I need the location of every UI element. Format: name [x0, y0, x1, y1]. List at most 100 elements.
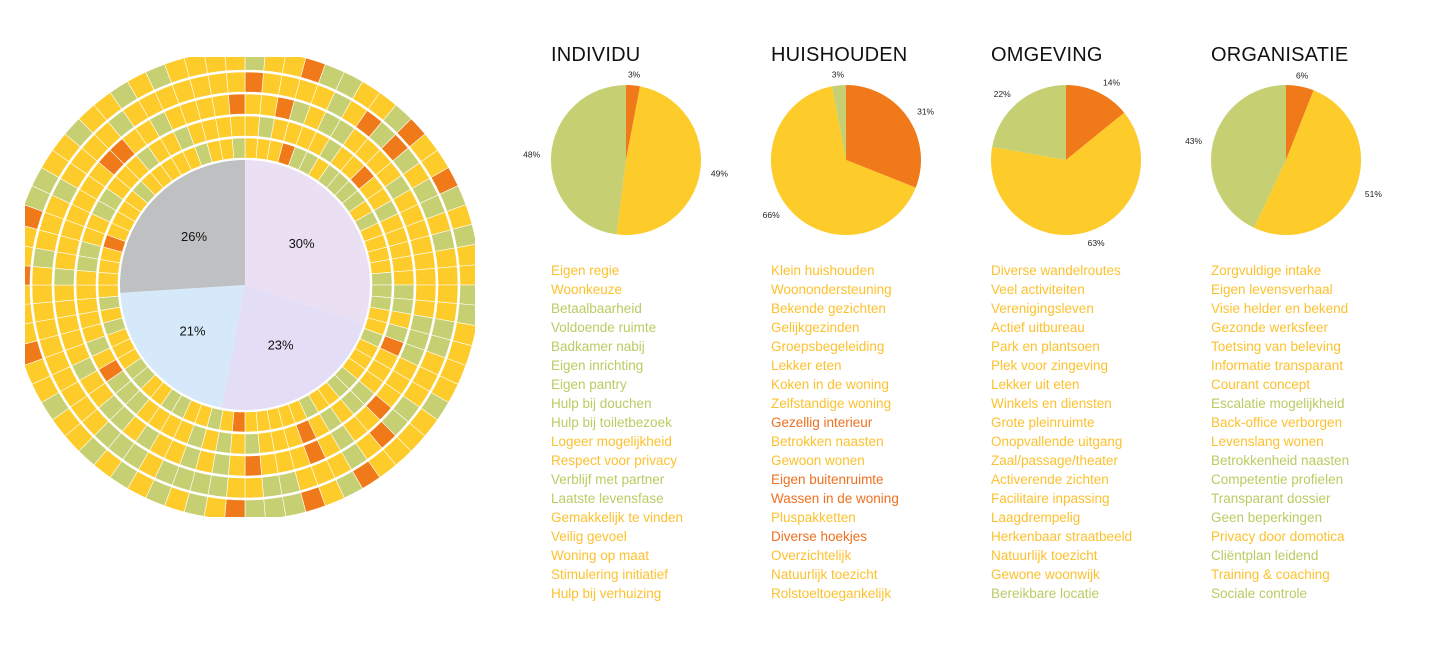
pie-slice [616, 86, 701, 235]
criteria-item: Escalatie mogelijkheid [1211, 396, 1345, 411]
criteria-item: Hulp bij douchen [551, 396, 652, 411]
overview-ring-chart: 30% 23% 21% 26% [25, 57, 475, 517]
panel-title: OMGEVING [991, 44, 1103, 66]
ring-segment [226, 476, 246, 499]
criteria-item: Eigen buitenruimte [771, 472, 884, 487]
pie-slice [550, 85, 626, 235]
criteria-item: Veilig gevoel [551, 529, 627, 544]
ring-segment [31, 266, 54, 286]
criteria-item: Rolstoeltoegankelijk [771, 586, 892, 601]
pie-slice-label: 31% [917, 107, 934, 117]
panel-huishouden: HUISHOUDEN 31% 66% 3% Klein huishouden Woon… [763, 40, 986, 620]
ring-segment [97, 284, 119, 299]
ring-segment [244, 137, 259, 159]
inner-slice [221, 285, 364, 411]
ring-segment [393, 269, 415, 286]
criteria-item: Park en plantsoen [991, 339, 1100, 354]
pie-slice-label: 49% [711, 169, 728, 179]
inner-slice-label: 21% [179, 323, 205, 338]
pie-slice-label: 3% [832, 69, 845, 79]
ring-segment [244, 71, 264, 94]
criteria-item: Eigen regie [551, 263, 620, 278]
criteria-list: Klein huishouden Woonondersteuning Bekende… [771, 261, 899, 603]
ring-segment [211, 94, 231, 117]
criteria-item: Woonondersteuning [771, 282, 892, 297]
pie-slice [846, 85, 921, 188]
ring-segment [204, 57, 227, 74]
criteria-item: Privacy door domotica [1211, 529, 1345, 544]
criteria-item: Badkamer nabij [551, 339, 645, 354]
ring-segment [434, 247, 458, 269]
criteria-item: Gewoon wonen [771, 453, 865, 468]
ring-segment [458, 264, 475, 286]
criteria-item: Onopvallende uitgang [991, 434, 1123, 449]
criteria-item: Eigen inrichting [551, 358, 644, 373]
ring-segment [226, 71, 246, 94]
ring-segment [456, 303, 475, 326]
criteria-item: Eigen pantry [551, 377, 627, 392]
criteria-list: Diverse wandelroutes Veel activiteiten Ver… [991, 261, 1132, 603]
pie-slice-label: 66% [763, 210, 780, 220]
criteria-item: Groepsbegeleiding [771, 339, 885, 354]
ring-segment [97, 271, 119, 286]
ring-segment [263, 496, 287, 517]
pie-slice [770, 86, 916, 236]
criteria-item: Wassen in de woning [771, 491, 899, 506]
criteria-item: Betrokkenheid naasten [1211, 453, 1350, 468]
criteria-item: Betrokken naasten [771, 434, 884, 449]
criteria-item: Stimulering initiatief [551, 567, 669, 582]
criteria-item: Betaalbaarheid [551, 301, 642, 316]
criteria-item: Laagdrempelig [991, 510, 1081, 525]
inner-slice [245, 160, 370, 324]
ring-segment [229, 433, 246, 455]
criteria-item: Cliëntplan leidend [1211, 548, 1319, 563]
pie-slice-label: 51% [1365, 189, 1382, 199]
ring-segment [259, 453, 279, 476]
criteria-item: Visie helder en bekend [1211, 301, 1349, 316]
pie-slice [831, 85, 846, 160]
criteria-item: Overzichtelijk [771, 548, 852, 563]
ring-segment [415, 268, 437, 286]
ring-segment [436, 284, 459, 304]
criteria-list: Eigen regie Woonkeuze Betaalbaarheid Voldoe… [551, 261, 683, 603]
ring-segment [25, 284, 32, 305]
criteria-item: Herkenbaar straatbeeld [991, 529, 1133, 544]
criteria-item: Gewone woonwijk [991, 567, 1100, 582]
ring-segment [371, 271, 393, 286]
ring-segment [32, 301, 56, 323]
ring-segment [224, 498, 246, 517]
criteria-item: Activerende zichten [991, 472, 1109, 487]
criteria-item: Lekker eten [771, 358, 842, 373]
pie-slice [991, 112, 1142, 236]
criteria-item: Veel activiteiten [991, 282, 1085, 297]
criteria-item: Courant concept [1211, 377, 1311, 392]
ring-segment [413, 251, 436, 271]
pie-slice-label: 22% [994, 89, 1011, 99]
pie-slice-label: 3% [628, 69, 641, 79]
criteria-item: Hulp bij verhuizing [551, 586, 662, 601]
ring-segment [53, 284, 75, 302]
criteria-item: Woning op maat [551, 548, 650, 563]
pie-slice-label: 48% [523, 150, 540, 160]
ring-segment [224, 57, 246, 72]
criteria-item: Laatste levensfase [551, 491, 664, 506]
panel-omgeving: OMGEVING 14% 63% 22% Diverse wandelroutes V… [991, 40, 1206, 620]
ring-segment [244, 115, 261, 137]
ring-segment [231, 411, 246, 433]
criteria-item: Actief uitbureau [991, 320, 1085, 335]
ring-segment [244, 455, 262, 477]
criteria-list: Zorgvuldige intake Eigen levensverhaal Vis… [1211, 261, 1349, 603]
ring-segment [244, 93, 262, 115]
ring-segment [244, 411, 259, 433]
criteria-item: Gelijkgezinden [771, 320, 860, 335]
criteria-item: Diverse wandelroutes [991, 263, 1121, 278]
pie-chart-omgeving: 14% 63% 22% [991, 77, 1142, 248]
criteria-item: Zorgvuldige intake [1211, 263, 1322, 278]
ring-segment [244, 476, 264, 499]
criteria-item: Bekende gezichten [771, 301, 886, 316]
inner-slice-label: 30% [289, 236, 315, 251]
ring-segment [244, 433, 261, 455]
panel-title: INDIVIDU [551, 44, 641, 66]
pie-slice [626, 85, 641, 160]
criteria-item: Zaal/passage/theater [991, 453, 1118, 468]
